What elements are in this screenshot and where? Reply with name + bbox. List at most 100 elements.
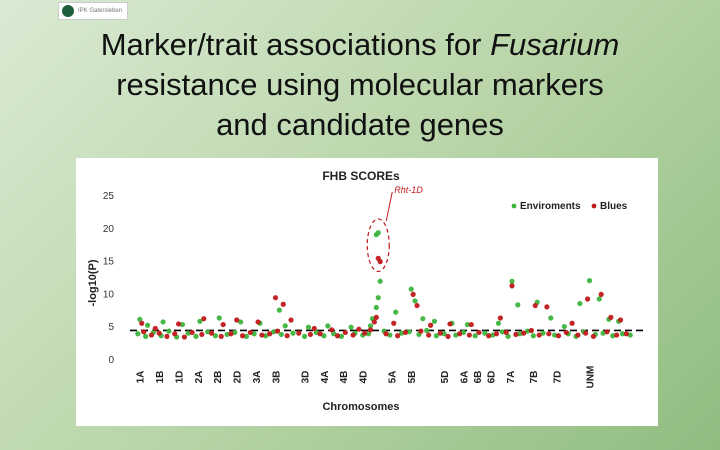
x-tick-label: 3D [300, 371, 311, 384]
environment-point [348, 324, 354, 330]
blues-point [255, 319, 261, 325]
blues-point [486, 333, 492, 339]
blues-point [583, 330, 589, 336]
y-axis-label: -log10(P) [87, 259, 99, 306]
environment-point [143, 333, 149, 339]
rht-1d-pointer-line [385, 191, 393, 222]
environment-point [509, 278, 515, 284]
logo-text: IPK Gatersleben [78, 8, 123, 14]
environment-point [441, 331, 447, 337]
blues-point [521, 330, 527, 336]
environment-point [331, 331, 337, 337]
blues-point [617, 317, 624, 323]
environment-point [517, 331, 523, 337]
environment-point [321, 333, 327, 339]
blues-point [199, 331, 205, 338]
environment-point [276, 307, 282, 313]
environment-point [586, 278, 593, 284]
y-tick-label: 15 [103, 257, 115, 268]
chart-title: FHB SCOREs [322, 169, 400, 183]
blues-point [139, 320, 145, 326]
blues-point [259, 332, 265, 338]
blues-point [544, 304, 550, 310]
environment-point [278, 331, 284, 338]
logo-emblem-icon [62, 5, 74, 17]
y-tick-label: 25 [103, 191, 115, 202]
environment-point [305, 324, 312, 330]
environment-point [367, 323, 374, 329]
x-tick-label: 2A [194, 371, 205, 384]
blues-point [274, 328, 281, 334]
blues-point [466, 332, 472, 338]
environment-point [577, 300, 583, 307]
blues-point [608, 314, 614, 320]
x-tick-label: 5B [407, 371, 418, 384]
blues-point [410, 291, 416, 297]
environment-point [424, 327, 430, 334]
blues-point [239, 333, 246, 339]
legend-blues-label: Blues [600, 201, 628, 212]
blues-point [156, 330, 162, 336]
environment-point [408, 286, 414, 292]
slide-title: Marker/trait associations for Fusarium r… [0, 25, 720, 145]
environment-point [270, 329, 277, 335]
environment-point [160, 319, 166, 325]
blues-point [623, 331, 629, 337]
environment-point [412, 298, 418, 304]
environment-point [137, 316, 143, 322]
x-tick-label: 7A [506, 371, 517, 384]
y-tick-label: 5 [108, 322, 114, 333]
blues-point [493, 331, 500, 337]
environment-point [596, 296, 602, 302]
blues-point [528, 327, 534, 334]
environment-point [495, 320, 502, 326]
environment-point [530, 333, 536, 339]
environment-point [561, 323, 567, 330]
x-tick-label: 3B [271, 371, 282, 384]
blues-point [402, 329, 408, 336]
blues-point [172, 331, 178, 337]
blues-point [604, 329, 610, 335]
blues-point [164, 333, 170, 339]
blues-point [218, 333, 224, 339]
blues-point [317, 331, 323, 337]
environment-point [212, 333, 219, 339]
x-tick-label: 6B [473, 371, 484, 384]
x-tick-label: 5A [388, 371, 399, 384]
blues-point [418, 328, 424, 334]
blues-point [181, 334, 187, 340]
environment-point [377, 278, 383, 284]
blues-point [590, 333, 597, 339]
environment-point [433, 333, 439, 339]
blues-point [497, 315, 503, 321]
blues-point [350, 332, 356, 338]
blues-point [234, 317, 240, 323]
chart-legend: Enviroments Blues [511, 201, 628, 212]
rht-1d-annotation: Rht-1D [394, 185, 423, 195]
x-axis-label: Chromosomes [322, 401, 399, 413]
environment-point [499, 329, 505, 335]
blues-point [152, 325, 158, 332]
environment-point [263, 333, 269, 339]
environment-point [398, 330, 405, 336]
blues-point [555, 333, 562, 339]
environment-point [238, 319, 244, 325]
blues-point [356, 326, 362, 332]
blues-point [426, 332, 432, 338]
x-tick-label: 6A [459, 371, 470, 384]
environment-point [540, 330, 546, 336]
environment-point [552, 332, 558, 338]
environment-point [431, 318, 438, 324]
environment-point [373, 304, 379, 311]
environment-point [144, 322, 151, 328]
blues-point [329, 327, 335, 333]
blues-point [208, 330, 215, 336]
blues-point [445, 333, 451, 339]
y-tick-label: 20 [103, 224, 115, 235]
institute-logo: IPK Gatersleben [58, 2, 128, 20]
manhattan-plot: FHB SCOREs 0 5 10 15 20 25 -log10(P) Chromoso… [87, 169, 644, 413]
blues-point [536, 332, 542, 338]
blues-point [267, 331, 273, 337]
legend-environments-marker [511, 203, 517, 209]
environment-point [216, 315, 222, 321]
